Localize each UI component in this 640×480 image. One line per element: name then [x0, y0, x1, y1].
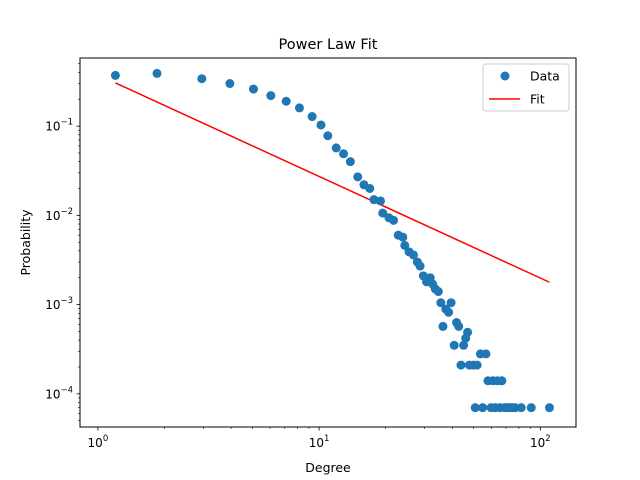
y-axis-label: Probability — [18, 209, 33, 276]
data-point — [152, 68, 162, 78]
data-point — [463, 327, 473, 337]
data-point — [408, 250, 418, 260]
data-point — [331, 143, 341, 153]
data-point — [497, 376, 507, 386]
chart-title: Power Law Fit — [279, 37, 378, 53]
plot-area — [110, 68, 554, 413]
data-point — [544, 403, 554, 413]
data-point — [400, 240, 410, 250]
axis-ticks: 100 101 102 10−4 10−3 10−2 10−1 — [45, 63, 551, 450]
data-point — [353, 172, 363, 182]
data-point — [339, 149, 349, 159]
data-point — [433, 287, 443, 297]
data-point — [197, 74, 207, 84]
data-point — [438, 321, 448, 331]
data-point — [454, 321, 464, 331]
y-tick-label: 10−1 — [45, 118, 73, 134]
data-point — [478, 403, 488, 413]
data-point — [281, 96, 291, 106]
data-point — [376, 196, 386, 206]
data-point — [526, 403, 536, 413]
data-point — [248, 84, 258, 94]
legend-fit-label: Fit — [530, 92, 545, 107]
data-point — [389, 215, 399, 225]
legend-data-label: Data — [530, 69, 560, 84]
data-point — [470, 403, 480, 413]
y-tick-label: 10−3 — [45, 296, 73, 312]
y-tick-label: 10−2 — [45, 207, 73, 223]
data-point — [307, 112, 317, 122]
data-point — [516, 403, 526, 413]
data-point — [436, 298, 446, 308]
data-point — [459, 340, 469, 350]
data-point — [323, 131, 333, 141]
x-axis-label: Degree — [305, 460, 351, 475]
data-point — [294, 103, 304, 113]
data-point — [446, 298, 456, 308]
data-point — [316, 120, 326, 130]
data-point — [345, 157, 355, 167]
data-point — [398, 232, 408, 242]
x-tick-label: 101 — [309, 434, 330, 450]
data-point — [110, 70, 120, 80]
data-point — [456, 360, 466, 370]
data-point — [365, 184, 375, 194]
data-point — [449, 340, 459, 350]
data-point — [444, 307, 454, 317]
legend-data-marker — [500, 71, 510, 81]
data-point — [472, 360, 482, 370]
fit-line — [115, 82, 550, 283]
data-point — [266, 91, 276, 101]
data-point — [225, 79, 235, 89]
data-point — [481, 349, 491, 359]
y-tick-label: 10−4 — [45, 385, 73, 401]
x-tick-label: 100 — [88, 434, 109, 450]
data-point — [415, 261, 425, 271]
data-point — [378, 208, 388, 218]
legend: Data Fit — [482, 63, 570, 112]
x-tick-label: 102 — [530, 434, 551, 450]
